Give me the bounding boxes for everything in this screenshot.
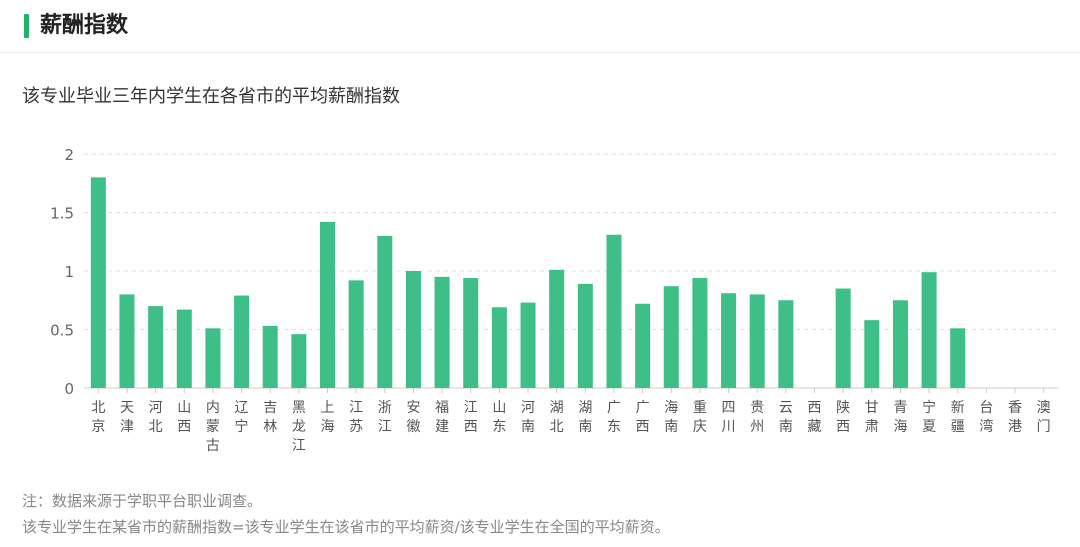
- bar: [491, 307, 507, 388]
- bar: [119, 294, 135, 388]
- x-tick-label: 西藏: [808, 400, 822, 435]
- bar: [921, 272, 937, 388]
- x-tick-label: 江苏: [349, 400, 363, 435]
- x-tick-label: 吉林: [263, 400, 277, 435]
- x-tick-label: 浙江: [378, 400, 392, 435]
- bar: [663, 286, 679, 388]
- x-tick-label: 辽宁: [235, 400, 249, 435]
- x-tick-label: 内蒙古: [206, 400, 220, 454]
- x-tick-label: 广西: [636, 400, 650, 435]
- bar: [176, 309, 192, 388]
- x-tick-label: 香港: [1008, 400, 1022, 435]
- bar: [434, 276, 450, 388]
- x-tick-label: 四川: [722, 400, 736, 435]
- footnote-definition: 该专业学生在某省市的薪酬指数=该专业学生在该省市的平均薪资/该专业学生在全国的平…: [22, 518, 670, 536]
- bar: [606, 234, 622, 388]
- bar: [892, 300, 908, 388]
- x-tick-label: 黑龙江: [292, 400, 306, 454]
- x-tick-label: 山西: [177, 400, 191, 435]
- bar: [205, 328, 221, 388]
- header-accent-bar: [24, 14, 29, 38]
- x-tick-label: 北京: [91, 400, 105, 435]
- x-tick-label: 台湾: [979, 400, 993, 435]
- x-tick-label: 澳门: [1037, 400, 1051, 435]
- bar: [778, 300, 794, 388]
- x-tick-label: 安徽: [406, 400, 420, 435]
- x-tick-label: 山东: [492, 400, 506, 435]
- bar: [721, 293, 737, 388]
- bar: [405, 271, 421, 388]
- x-tick-label: 甘肃: [865, 400, 879, 435]
- x-tick-label: 湖北: [550, 400, 564, 435]
- y-tick-label: 1.5: [50, 205, 74, 223]
- bar: [549, 269, 565, 388]
- bar: [463, 278, 479, 388]
- bar: [320, 221, 335, 388]
- y-tick-label: 0.5: [50, 322, 74, 340]
- x-tick-label: 海南: [664, 400, 678, 435]
- x-tick-label: 宁夏: [922, 399, 936, 435]
- section-header: 薪酬指数: [0, 0, 1080, 53]
- chart-title: 该专业毕业三年内学生在各省市的平均薪酬指数: [22, 86, 400, 107]
- x-tick-label: 上海: [321, 400, 335, 435]
- footnotes: 注：数据来源于学职平台职业调查。 该专业学生在某省市的薪酬指数=该专业学生在该省…: [22, 488, 670, 540]
- x-tick-label: 河南: [521, 400, 535, 435]
- bar: [950, 328, 966, 388]
- x-tick-label: 河北: [149, 400, 163, 435]
- section-title: 薪酬指数: [40, 13, 129, 38]
- footnote-source: 注：数据来源于学职平台职业调查。: [22, 492, 263, 510]
- bar: [291, 334, 307, 388]
- x-tick-label: 云南: [779, 400, 793, 435]
- bar: [749, 294, 765, 388]
- bar: [864, 320, 880, 388]
- x-tick-label: 新疆: [951, 400, 965, 435]
- x-tick-label: 福建: [435, 400, 449, 435]
- y-tick-label: 2: [64, 146, 74, 164]
- bar: [262, 325, 278, 388]
- bar: [835, 288, 851, 388]
- x-tick-label: 广东: [607, 400, 621, 435]
- bar: [348, 280, 364, 388]
- bar: [148, 306, 164, 388]
- x-tick-label: 陕西: [836, 400, 850, 435]
- bar: [577, 283, 593, 388]
- y-tick-label: 0: [64, 380, 74, 398]
- x-tick-label: 江西: [464, 400, 478, 435]
- x-tick-label: 青海: [893, 400, 907, 435]
- bar: [377, 235, 393, 388]
- x-tick-label: 贵州: [750, 400, 764, 435]
- bar: [635, 303, 651, 388]
- bar: [90, 177, 106, 388]
- bar: [692, 278, 708, 388]
- bar: [234, 295, 250, 388]
- x-tick-label: 天津: [120, 400, 134, 435]
- bar: [520, 302, 536, 388]
- x-tick-label: 湖南: [578, 400, 592, 435]
- y-tick-label: 1: [64, 263, 74, 281]
- x-tick-label: 重庆: [693, 400, 707, 435]
